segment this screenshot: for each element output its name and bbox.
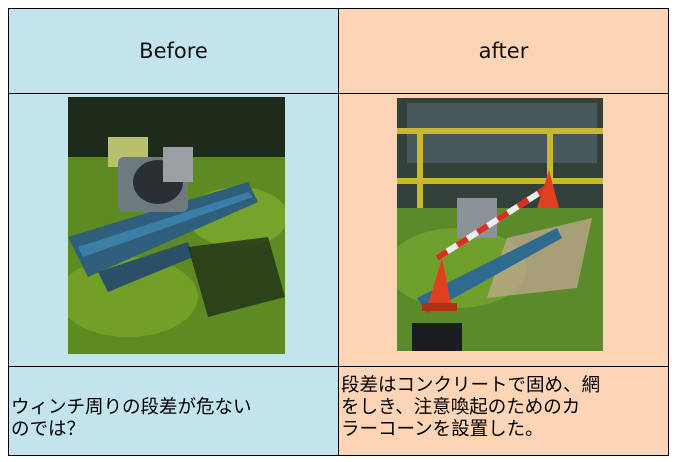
photo-cell-before — [8, 93, 339, 367]
note-line: のでは？ — [11, 419, 86, 440]
note-after: 段差はコンクリートで固め、網 をしき、注意喚起のためのカ ラーコーンを設置した。 — [338, 366, 669, 456]
photo-cell-after — [338, 93, 669, 367]
note-line: をしき、注意喚起のためのカ — [341, 397, 581, 418]
note-line: ラーコーンを設置した。 — [341, 419, 544, 440]
header-before: Before — [8, 8, 339, 94]
header-after: after — [338, 8, 669, 94]
note-before: ウィンチ周りの段差が危ない のでは？ — [8, 366, 339, 456]
photo-after — [397, 98, 603, 351]
note-line: 段差はコンクリートで固め、網 — [341, 375, 601, 396]
photo-before — [68, 97, 285, 354]
note-line: ウィンチ周りの段差が危ない — [11, 397, 252, 418]
